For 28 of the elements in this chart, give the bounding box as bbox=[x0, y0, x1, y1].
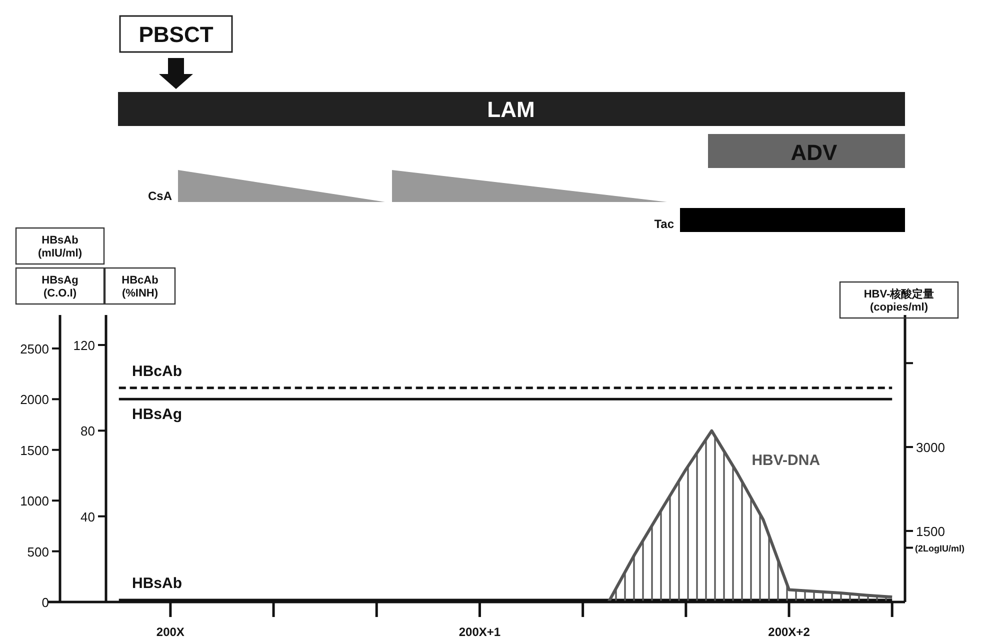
y-tick-label: 1000 bbox=[20, 494, 49, 509]
y-tick-label: 0 bbox=[42, 595, 49, 610]
text: HBsAb (mIU/ml) bbox=[38, 234, 82, 260]
series-label: HBV-DNA bbox=[752, 452, 820, 469]
text: PBSCT bbox=[138, 22, 214, 47]
y2-tick-label: 40 bbox=[80, 509, 95, 524]
y-tick-label: 2500 bbox=[20, 341, 49, 356]
text: Tac bbox=[654, 217, 674, 231]
series-label: HBcAb bbox=[132, 362, 182, 380]
y2-tick-label: 120 bbox=[73, 338, 95, 353]
y2-axis-title: HBcAb (%INH) bbox=[122, 274, 159, 300]
text: ADV bbox=[790, 140, 838, 165]
y-tick-label: 2000 bbox=[20, 392, 49, 408]
y3-tick-label: 1500 bbox=[916, 524, 945, 539]
series-label: HBsAb bbox=[132, 574, 182, 592]
x-tick-label: 200X+2 bbox=[768, 625, 810, 639]
x-tick-label: 200X+1 bbox=[458, 625, 501, 639]
y2-tick-label: 80 bbox=[80, 424, 95, 439]
ref-line-label: (2LogIU/ml) bbox=[915, 544, 964, 554]
text: HBsAg (C.O.I) bbox=[42, 274, 78, 300]
y3-axis-title: HBV-核酸定量 (copies/ml) bbox=[864, 287, 934, 314]
text: LAM bbox=[487, 97, 535, 122]
text: CsA bbox=[148, 189, 172, 203]
y-tick-label: 1500 bbox=[20, 442, 49, 458]
y3-tick-label: 3000 bbox=[916, 440, 945, 456]
x-tick-label: 200X bbox=[156, 625, 184, 639]
series-label: HBsAg bbox=[132, 406, 182, 424]
y-tick-label: 500 bbox=[27, 544, 49, 560]
